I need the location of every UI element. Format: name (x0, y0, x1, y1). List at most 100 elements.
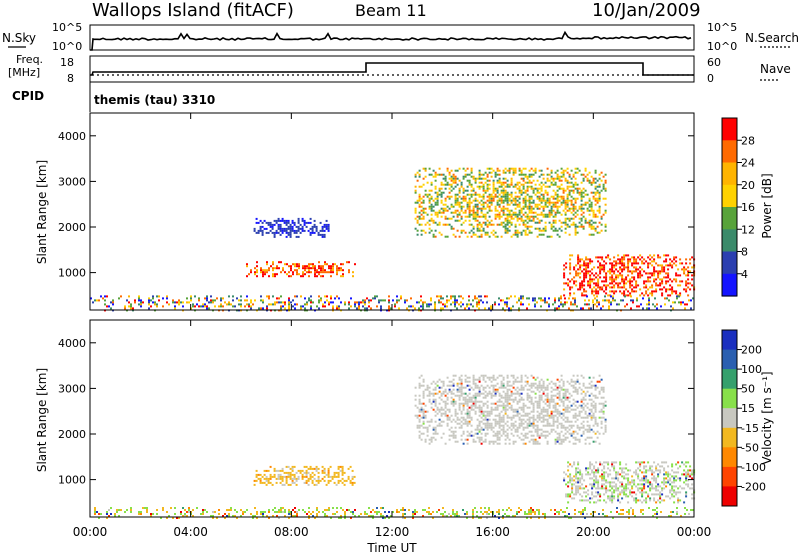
data-cell (340, 269, 342, 272)
data-cell (595, 256, 598, 259)
data-cell (309, 217, 312, 220)
data-cell (310, 263, 312, 266)
data-cell (592, 440, 595, 443)
data-cell (476, 213, 479, 216)
data-cell (347, 467, 350, 470)
data-cell (448, 187, 451, 190)
data-cell (596, 436, 599, 439)
data-cell (440, 207, 443, 210)
data-cell (601, 286, 604, 289)
data-cell (609, 497, 612, 500)
data-cell (542, 386, 545, 389)
data-cell (514, 231, 517, 234)
data-cell (613, 491, 616, 494)
data-cell (569, 477, 572, 480)
data-cell (462, 191, 465, 194)
data-cell (548, 404, 551, 407)
data-cell (460, 231, 463, 234)
data-cell (577, 489, 580, 492)
data-cell (671, 290, 674, 293)
data-cell (450, 217, 453, 220)
data-cell (556, 402, 559, 405)
data-cell (655, 284, 658, 287)
data-cell (456, 394, 459, 397)
data-cell (502, 396, 505, 399)
data-cell (594, 221, 597, 224)
data-cell (240, 295, 242, 298)
data-cell (414, 227, 417, 230)
data-cell (648, 299, 650, 302)
data-cell (426, 181, 429, 184)
data-cell (589, 477, 592, 480)
data-cell (575, 471, 578, 474)
data-cell (546, 396, 549, 399)
data-cell (424, 207, 427, 210)
data-cell (442, 380, 445, 383)
data-cell (448, 418, 451, 421)
data-cell (494, 406, 497, 409)
data-cell (166, 295, 168, 298)
data-cell (156, 305, 158, 308)
data-cell (625, 276, 628, 279)
data-cell (593, 479, 596, 482)
data-cell (462, 187, 465, 190)
data-cell (420, 374, 423, 377)
data-cell (617, 473, 620, 476)
data-cell (534, 167, 537, 170)
data-cell (542, 199, 545, 202)
data-cell (432, 199, 435, 202)
data-cell (312, 263, 314, 266)
data-cell (430, 203, 433, 206)
data-cell (558, 412, 561, 415)
data-cell (572, 402, 575, 405)
data-cell (454, 181, 457, 184)
data-cell (560, 412, 563, 415)
data-cell (611, 499, 614, 502)
data-cell (565, 262, 568, 265)
data-cell (580, 219, 583, 222)
data-cell (332, 265, 334, 268)
data-cell (661, 481, 664, 484)
data-cell (510, 295, 512, 298)
data-cell (633, 497, 636, 500)
data-cell (317, 479, 320, 482)
data-cell (635, 493, 638, 496)
data-cell (534, 203, 537, 206)
data-cell (524, 432, 527, 435)
data-cell (570, 217, 573, 220)
data-cell (496, 235, 499, 238)
data-cell (261, 229, 264, 232)
data-cell (645, 260, 648, 263)
data-cell (317, 471, 320, 474)
data-cell (630, 299, 632, 302)
data-cell (490, 408, 493, 411)
data-cell (502, 169, 505, 172)
data-cell (253, 229, 256, 232)
data-cell (442, 173, 445, 176)
data-cell (279, 475, 282, 478)
data-cell (566, 185, 569, 188)
data-cell (575, 491, 578, 494)
data-cell (586, 416, 589, 419)
data-cell (570, 426, 573, 429)
data-cell (464, 392, 467, 395)
data-cell (474, 215, 477, 218)
data-cell (576, 432, 579, 435)
data-cell (591, 477, 594, 480)
data-cell (273, 467, 276, 470)
data-cell (637, 276, 640, 279)
data-cell (605, 481, 608, 484)
data-cell (476, 301, 478, 304)
data-cell (490, 203, 493, 206)
data-cell (550, 412, 553, 415)
data-cell (522, 221, 525, 224)
data-cell (476, 207, 479, 210)
data-cell (332, 271, 334, 274)
data-cell (281, 229, 284, 232)
data-cell (464, 215, 467, 218)
data-cell (599, 288, 602, 291)
data-cell (494, 418, 497, 421)
data-cell (540, 396, 543, 399)
data-cell (599, 270, 602, 273)
data-cell (647, 272, 650, 275)
